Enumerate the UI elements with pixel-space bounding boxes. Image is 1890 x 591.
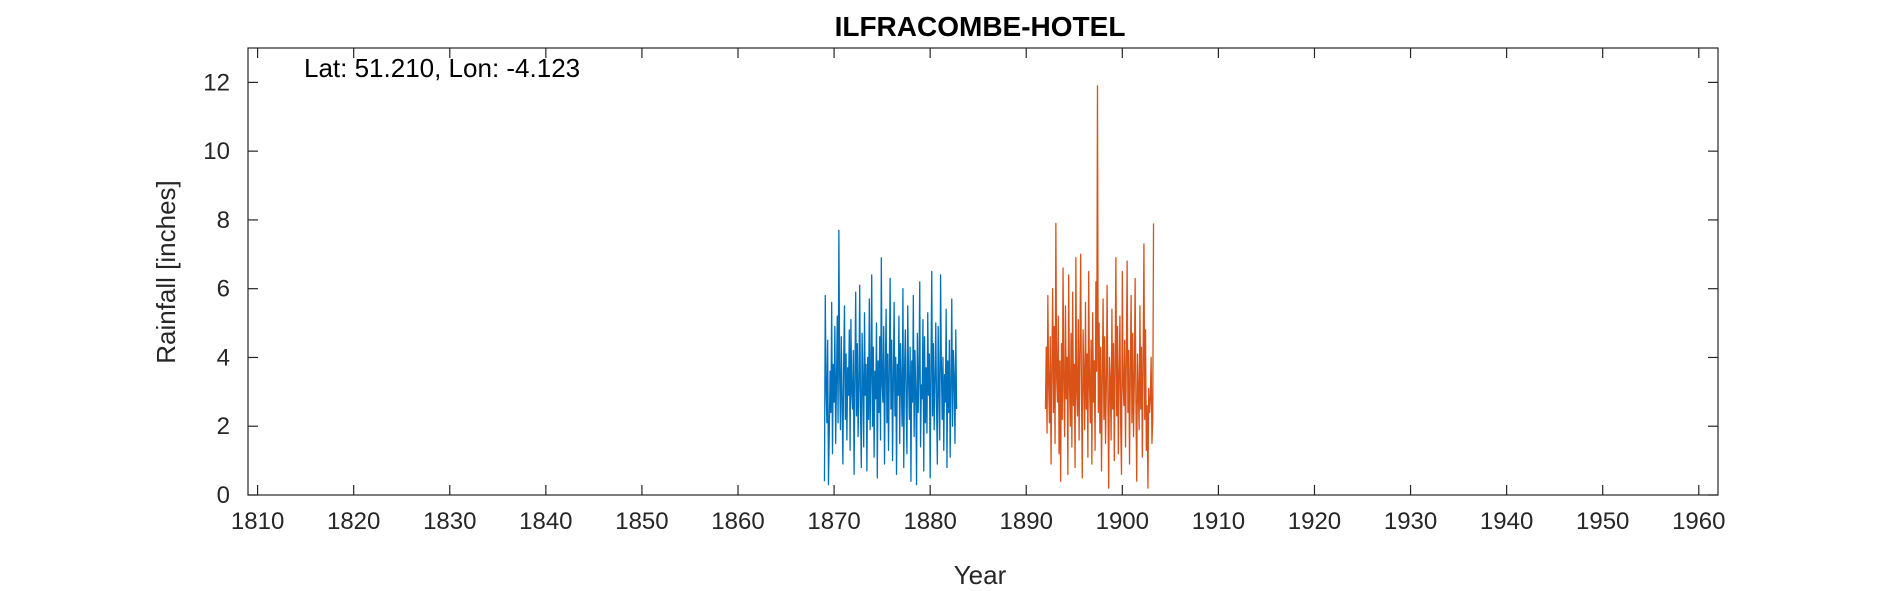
x-tick-label: 1960 — [1672, 508, 1725, 535]
x-tick-label: 1820 — [327, 508, 380, 535]
x-tick-label: 1940 — [1480, 508, 1533, 535]
x-tick-label: 1850 — [615, 508, 668, 535]
x-tick-label: 1840 — [519, 508, 572, 535]
x-tick-label: 1930 — [1384, 508, 1437, 535]
y-tick-label: 12 — [203, 69, 230, 96]
series-layer — [823, 85, 1155, 489]
series-line-1 — [823, 229, 958, 486]
x-tick-label: 1890 — [1000, 508, 1053, 535]
y-axis: 0 2 4 6 8 10 12 — [203, 69, 1718, 509]
x-tick-label: 1900 — [1096, 508, 1149, 535]
y-tick-label: 6 — [217, 276, 230, 303]
x-tick-label: 1870 — [807, 508, 860, 535]
chart-title: ILFRACOMBE-HOTEL — [835, 11, 1126, 42]
y-tick-label: 8 — [217, 207, 230, 234]
y-tick-label: 4 — [217, 344, 230, 371]
x-tick-label: 1920 — [1288, 508, 1341, 535]
location-annotation: Lat: 51.210, Lon: -4.123 — [304, 53, 580, 83]
y-tick-label: 10 — [203, 138, 230, 165]
plot-area-frame — [247, 47, 1719, 496]
x-tick-label: 1950 — [1576, 508, 1629, 535]
y-axis-label: Rainfall [inches] — [151, 180, 181, 364]
x-tick-label: 1830 — [423, 508, 476, 535]
y-tick-label: 0 — [217, 482, 230, 509]
x-axis: 1810 1820 1830 1840 1850 1860 1870 1880 1890 1900… — [231, 48, 1725, 535]
x-tick-label: 1810 — [231, 508, 284, 535]
x-tick-label: 1860 — [711, 508, 764, 535]
x-tick-label: 1910 — [1192, 508, 1245, 535]
x-tick-label: 1880 — [903, 508, 956, 535]
series-line-2 — [1044, 85, 1155, 489]
y-tick-label: 2 — [217, 413, 230, 440]
x-axis-label: Year — [954, 560, 1007, 590]
